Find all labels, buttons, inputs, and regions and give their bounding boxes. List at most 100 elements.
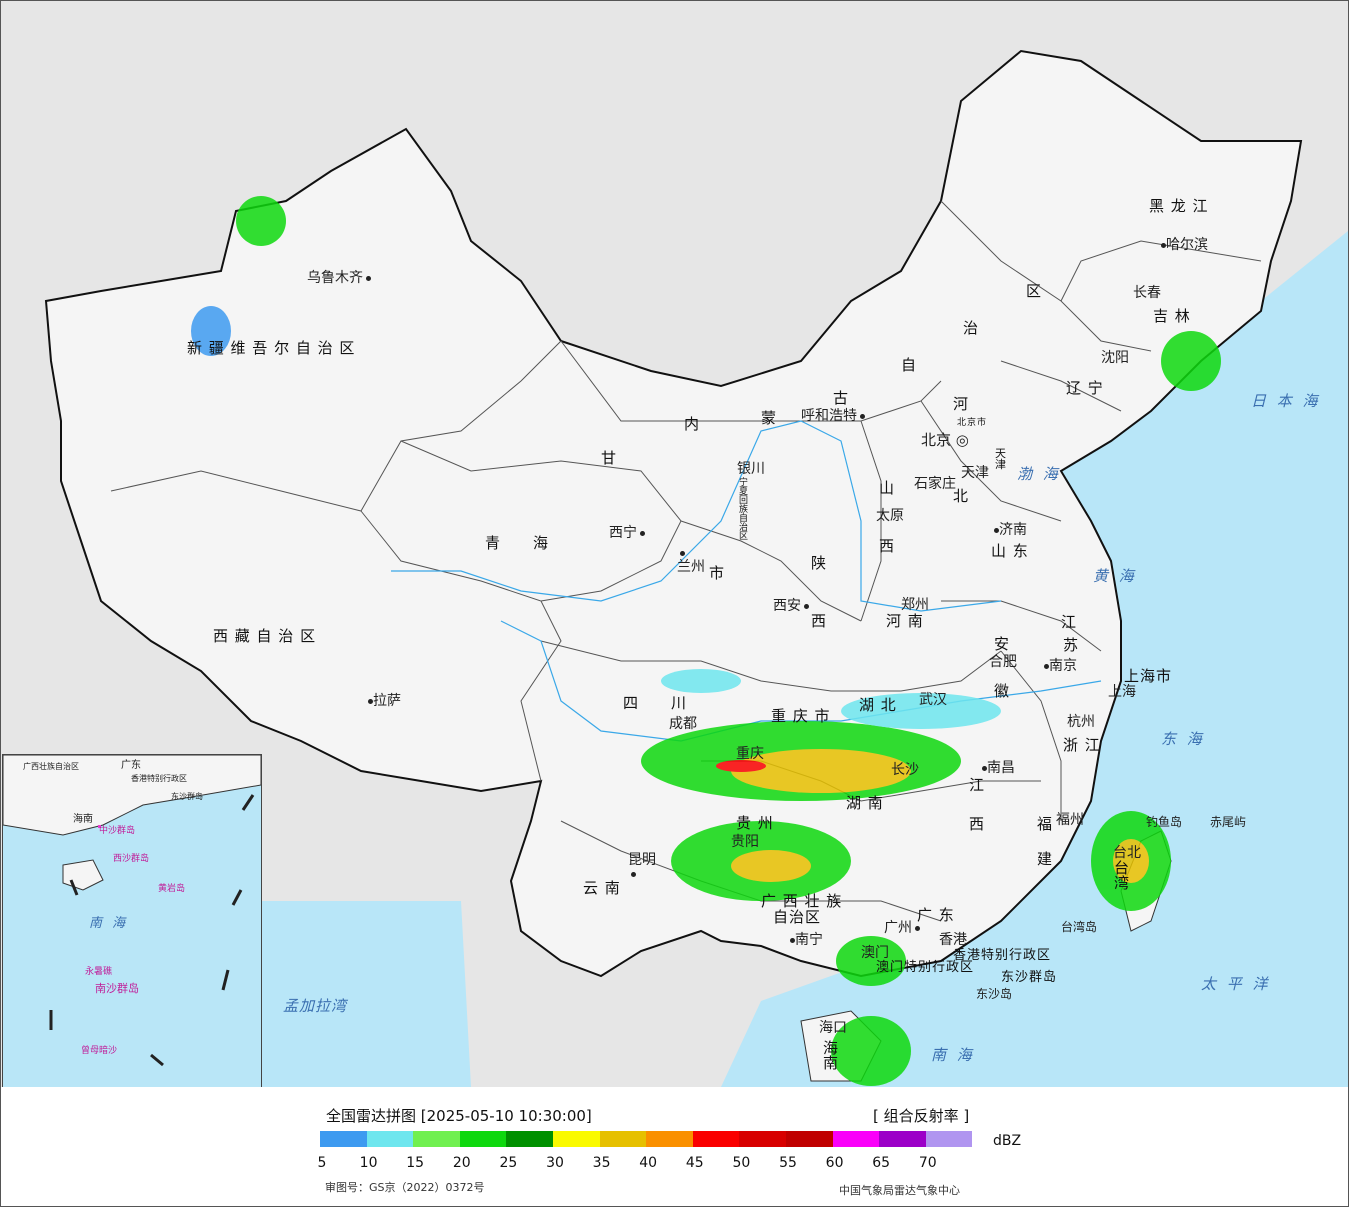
legend-tick: 65 [872,1155,891,1171]
city-chiweiyu: 赤尾屿 [1210,815,1247,829]
label-jiangxi-jiang: 江 [969,776,986,794]
color-swatch [366,1131,414,1147]
label-hebei-bei: 北 [953,487,970,505]
inset-zengmu: 曾母暗沙 [81,1046,118,1056]
city-nanjing: 南京 [1041,659,1077,673]
data-source: 中国气象局雷达气象中心 [839,1184,960,1197]
legend-product: [ 组合反射率 ] [873,1107,970,1125]
color-swatch [646,1131,693,1147]
label-guangxi-2: 自治区 [773,908,822,926]
city-zhengzhou: 郑州 [901,597,929,613]
city-changchun: 长春 [1133,285,1161,301]
city-guiyang: 贵阳 [731,834,759,850]
city-nanchang: 南昌 [979,761,1015,775]
label-zhejiang: 浙 江 [1063,736,1101,754]
color-swatch [739,1131,786,1147]
china-land [44,49,1303,978]
inset-dongsha: 东沙群岛 [171,792,203,801]
city-beijing: 北京 ◎ [921,431,969,449]
label-nmg-5: 治 [963,319,980,337]
label-anhui-an: 安 [994,635,1011,653]
label-guangxi-1: 广 西 壮 族 [761,892,843,910]
inset-guangxi: 广西壮族自治区 [23,762,79,771]
label-gansu-gan: 甘 [601,449,618,467]
city-shanghai: 上海 [1108,684,1136,700]
city-taiyuan: 太原 [876,508,904,524]
label-sichuan: 四 川 [623,694,688,712]
inset-xisha: 西沙群岛 [113,854,150,864]
city-dongsha-island: 东沙岛 [976,987,1013,1001]
legend-tick: 40 [639,1155,658,1171]
label-yunnan: 云 南 [583,879,621,897]
label-liaoning: 辽 宁 [1066,379,1104,397]
inset-sea-south: 南 海 [89,916,129,931]
inset-nansha: 南沙群岛 [95,982,139,995]
legend-tick: 55 [779,1155,797,1171]
label-hunan: 湖 南 [846,794,884,812]
sea-japan: 日 本 海 [1251,392,1321,410]
city-hangzhou: 杭州 [1067,714,1095,730]
bay-of-bengal [201,901,471,1087]
city-hohhot: 呼和浩特 [801,409,865,423]
color-swatch [552,1131,600,1147]
legend-tick: 10 [359,1155,378,1171]
city-changsha: 长沙 [891,762,919,778]
sea-south: 南 海 [931,1046,975,1064]
city-xining: 西宁 [609,526,645,540]
legend-tick: 70 [918,1155,937,1171]
map-canvas [44,49,1348,1087]
label-dongsha: 东沙群岛 [1001,970,1058,985]
label-tianjin-shi: 天津 [995,447,1007,471]
label-hainan: 海 南 [823,1039,840,1072]
inset-hk: 香港特别行政区 [131,774,187,783]
city-wuhan: 武汉 [919,692,947,708]
city-yinchuan: 银川 [737,461,765,477]
legend-tick: 5 [317,1155,327,1171]
city-tianjin: 天津 [961,465,989,481]
inset-hainan: 海南 [73,814,93,825]
label-shaanxi-shan: 陕 [811,554,828,572]
label-fujian-fu: 福 [1037,815,1054,833]
city-kunming: 昆明 [628,853,656,881]
city-lanzhou: 兰州 [677,546,705,574]
city-chengdu: 成都 [669,716,697,732]
label-hk-sar: 香港特别行政区 [953,948,1052,963]
legend-tick: 45 [685,1155,704,1171]
city-urumqi: 乌鲁木齐 [307,271,371,285]
city-haikou: 海口 [819,1020,847,1036]
label-nmg-2: 蒙 [761,409,778,427]
label-heilongjiang: 黑 龙 江 [1149,197,1209,215]
rivers [391,420,1102,742]
label-shaanxi-xi: 西 [811,612,828,630]
city-shenyang: 沈阳 [1101,350,1129,366]
color-swatch [599,1131,647,1147]
city-chongqing: 重庆 [736,746,764,762]
label-jilin: 吉 林 [1153,307,1191,325]
label-shandong: 山 东 [991,542,1029,560]
color-swatch [879,1131,926,1147]
label-anhui-hui: 徽 [994,682,1011,700]
radar-map: 新 疆 维 吾 尔 自 治 区 西 藏 自 治 区 青 海 甘 内 蒙 古 自 … [0,0,1349,1088]
color-swatch [785,1131,833,1147]
legend-tick: 50 [732,1155,751,1171]
inset-yongshu: 永暑礁 [85,967,113,977]
city-taipei: 台北 [1113,845,1141,861]
label-guizhou: 贵 州 [736,814,774,832]
radar-echoes [191,196,1221,1086]
color-scale [320,1131,973,1147]
label-jiangsu-su: 苏 [1063,636,1080,654]
inset-canvas [3,755,261,1067]
label-guangdong: 广 东 [917,906,955,924]
city-fuzhou: 福州 [1056,812,1084,828]
label-beijing-shi: 北京市 [957,418,988,428]
city-jinan: 济南 [991,523,1027,537]
label-shanxi-shan: 山 [879,479,896,497]
legend-tick: 20 [452,1155,471,1171]
city-shijiazhuang: 石家庄 [914,476,956,492]
label-xinjiang: 新 疆 维 吾 尔 自 治 区 [187,339,356,357]
color-swatch [413,1131,460,1147]
city-macau: 澳门 [861,945,889,961]
label-nmg-3: 古 [833,389,850,407]
color-swatch [459,1131,507,1147]
color-swatch [832,1131,880,1147]
